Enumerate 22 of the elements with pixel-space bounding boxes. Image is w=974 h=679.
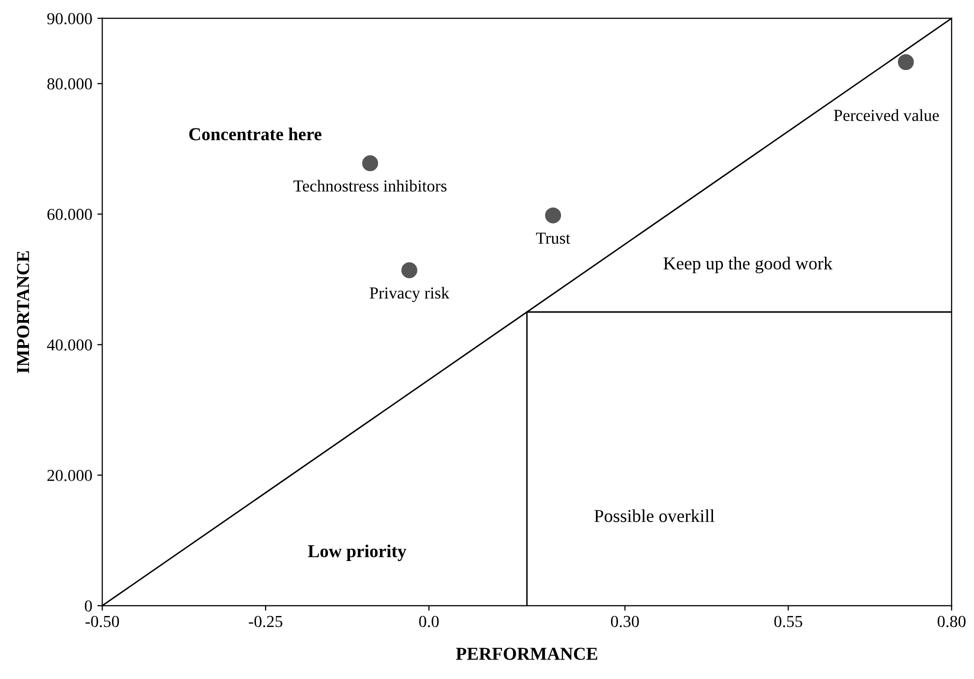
series-label: Trust <box>536 232 570 244</box>
x-tick-label: 0.30 <box>610 616 639 628</box>
annotation: Possible overkill <box>594 509 714 522</box>
x-tick-label: -0.50 <box>86 616 119 628</box>
annotation: Low priority <box>308 544 406 562</box>
x-tick-label: 0.0 <box>419 616 439 628</box>
y-tick-label: 90.000 <box>47 13 92 24</box>
y-axis-title: IMPORTANCE <box>17 251 30 374</box>
y-tick-label: 60.000 <box>47 208 92 220</box>
text: Perceived value <box>834 109 939 122</box>
x-tick-label: 0.55 <box>774 616 802 628</box>
x-tick-label: 0.80 <box>938 616 966 628</box>
y-tick-label: 40.000 <box>47 339 92 351</box>
x-tick-label: -0.25 <box>248 616 282 628</box>
y-tick-label: 80.000 <box>47 78 92 90</box>
x-axis-title: PERFORMANCE <box>456 648 598 660</box>
y-tick-label: 20.000 <box>47 470 92 482</box>
series-label: Technostress inhibitors <box>293 180 446 192</box>
y-tick-label: 0 <box>84 600 92 612</box>
annotation: Concentrate here <box>189 128 322 140</box>
annotation: Keep up the good work <box>664 256 832 274</box>
series-label: Privacy risk <box>370 286 450 302</box>
